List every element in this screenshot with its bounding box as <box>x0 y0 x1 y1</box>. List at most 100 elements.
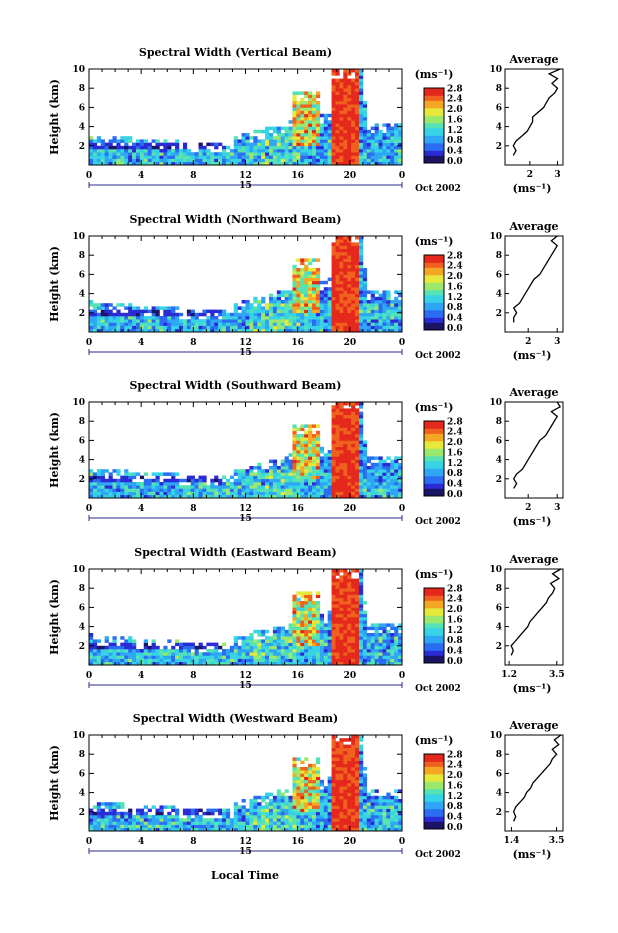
heatmap-cell <box>316 123 320 127</box>
heatmap-cell <box>339 643 343 647</box>
heatmap-cell <box>273 319 277 323</box>
heatmap-cell <box>152 659 156 663</box>
heatmap-cell <box>265 303 269 307</box>
heatmap-cell <box>304 152 308 156</box>
heatmap-cell <box>97 649 101 653</box>
heatmap-cell <box>300 274 304 278</box>
heatmap-cell <box>343 242 347 246</box>
heatmap-cell <box>300 91 304 95</box>
heatmap-cell <box>335 469 339 473</box>
heatmap-cell <box>292 639 296 643</box>
profile-x-tick-label: 1.2 <box>501 670 517 680</box>
heatmap-cell <box>312 159 316 163</box>
heatmap-cell <box>308 655 312 659</box>
heatmap-cell <box>132 159 136 163</box>
heatmap-cell <box>218 326 222 330</box>
heatmap-cell <box>379 133 383 137</box>
heatmap-cell <box>359 460 363 464</box>
heatmap-cell <box>296 91 300 95</box>
heatmap-cell <box>159 659 163 663</box>
heatmap-cell <box>300 652 304 656</box>
heatmap-cell <box>175 319 179 323</box>
heatmap-cell <box>367 646 371 650</box>
heatmap-cell <box>218 825 222 829</box>
heatmap-cell <box>382 303 386 307</box>
heatmap-cell <box>300 821 304 825</box>
heatmap-cell <box>249 326 253 330</box>
heatmap-cell <box>332 310 336 314</box>
heatmap-cell <box>339 620 343 624</box>
heatmap-cell <box>199 643 203 647</box>
heatmap-cell <box>285 303 289 307</box>
heatmap-cell <box>359 72 363 76</box>
heatmap-cell <box>120 322 124 326</box>
heatmap-cell <box>289 127 293 131</box>
heatmap-cell <box>316 111 320 115</box>
heatmap-cell <box>296 479 300 483</box>
heatmap-cell <box>242 300 246 304</box>
heatmap-cell <box>312 789 316 793</box>
heatmap-cell <box>363 466 367 470</box>
heatmap-cell <box>175 825 179 829</box>
heatmap-cell <box>324 306 328 310</box>
heatmap-cell <box>292 601 296 605</box>
heatmap-cell <box>296 598 300 602</box>
heatmap-cell <box>312 271 316 275</box>
heatmap-cell <box>136 812 140 816</box>
heatmap-cell <box>289 303 293 307</box>
heatmap-cell <box>300 479 304 483</box>
heatmap-cell <box>359 265 363 269</box>
heatmap-cell <box>375 643 379 647</box>
heatmap-cell <box>289 143 293 147</box>
heatmap-cell <box>367 313 371 317</box>
heatmap-cell <box>281 482 285 486</box>
heatmap-cell <box>253 488 257 492</box>
heatmap-cell <box>281 313 285 317</box>
heatmap-cell <box>359 582 363 586</box>
colorbar-tick-label: 0.8 <box>447 469 463 479</box>
heatmap-cell <box>238 476 242 480</box>
heatmap-cell <box>335 319 339 323</box>
heatmap-cell <box>140 152 144 156</box>
heatmap-cell <box>375 627 379 631</box>
heatmap-cell <box>246 146 250 150</box>
heatmap-cell <box>226 815 230 819</box>
heatmap-cell <box>292 818 296 822</box>
heatmap-cell <box>343 595 347 599</box>
heatmap-cell <box>179 152 183 156</box>
heatmap-cell <box>359 120 363 124</box>
heatmap-cell <box>339 627 343 631</box>
colorbar-tick-label: 1.2 <box>447 626 463 636</box>
heatmap-cell <box>191 646 195 650</box>
heatmap-cell <box>390 479 394 483</box>
heatmap-cell <box>234 152 238 156</box>
heatmap-cell <box>218 143 222 147</box>
heatmap-cell <box>296 649 300 653</box>
heatmap-cell <box>144 310 148 314</box>
heatmap-cell <box>355 440 359 444</box>
heatmap-cell <box>300 424 304 428</box>
colorbar-segment <box>424 628 444 631</box>
heatmap-cell <box>312 617 316 621</box>
heatmap-cell <box>371 133 375 137</box>
heatmap-cell <box>320 306 324 310</box>
heatmap-cell <box>355 155 359 159</box>
heatmap-cell <box>277 127 281 131</box>
heatmap-cell <box>242 482 246 486</box>
heatmap-cell <box>296 278 300 282</box>
heatmap-cell <box>238 655 242 659</box>
heatmap-cell <box>273 466 277 470</box>
heatmap-cell <box>234 149 238 153</box>
heatmap-cell <box>355 447 359 451</box>
heatmap-cell <box>347 104 351 108</box>
heatmap-cell <box>343 249 347 253</box>
heatmap-cell <box>136 159 140 163</box>
heatmap-cell <box>289 623 293 627</box>
heatmap-cell <box>285 294 289 298</box>
heatmap-cell <box>285 825 289 829</box>
heatmap-cell <box>312 453 316 457</box>
heatmap-cell <box>304 287 308 291</box>
heatmap-cell <box>187 652 191 656</box>
heatmap-cell <box>214 652 218 656</box>
heatmap-cell <box>292 155 296 159</box>
